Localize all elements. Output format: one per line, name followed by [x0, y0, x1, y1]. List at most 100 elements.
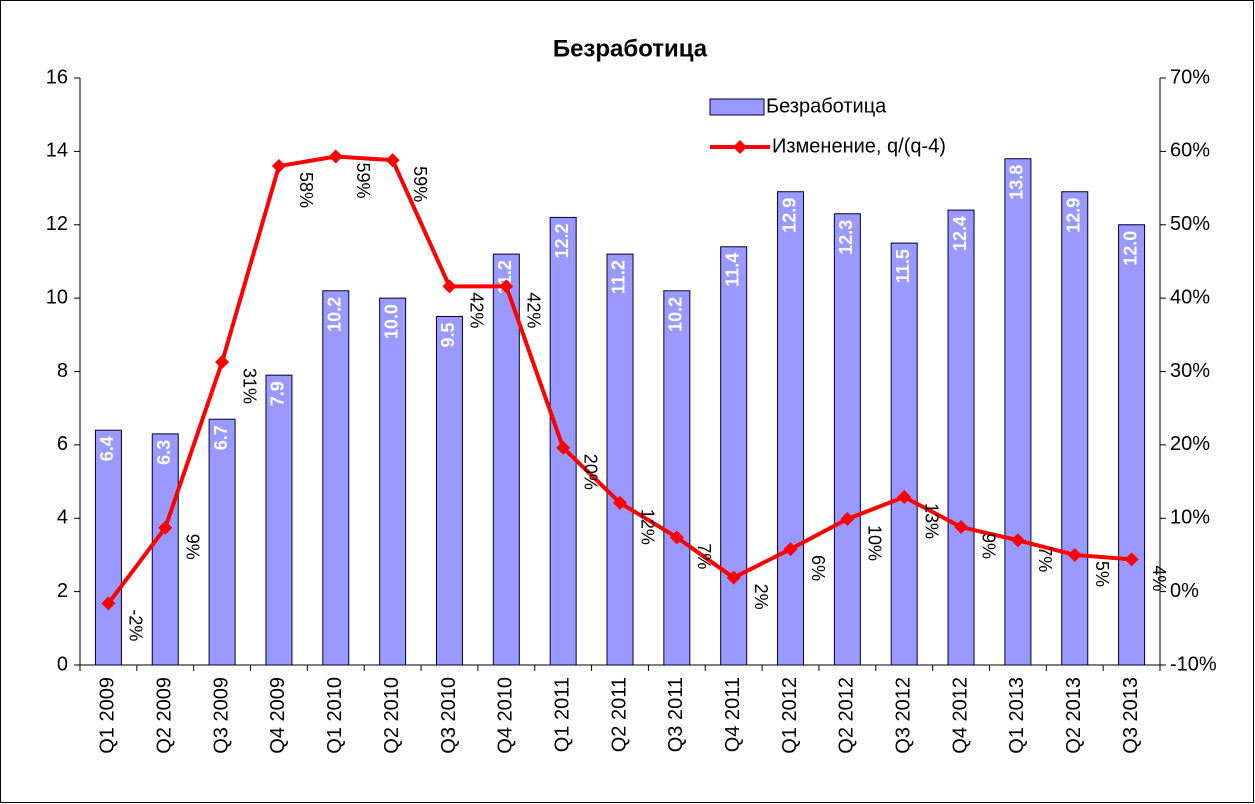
bar-value-label: 13.8 — [1007, 165, 1027, 200]
bar-value-label: 9.5 — [438, 322, 458, 347]
line-marker — [499, 279, 514, 294]
bar — [720, 246, 748, 666]
bar — [94, 429, 122, 666]
line-marker — [1124, 552, 1139, 567]
line-marker — [1067, 547, 1082, 562]
line-value-label: 6% — [808, 555, 828, 581]
bar-value-label: 12.3 — [836, 220, 856, 255]
bar — [1004, 158, 1032, 666]
legend-marker — [733, 140, 747, 154]
y2-tick-label: 20% — [1170, 433, 1210, 455]
line-marker — [556, 440, 571, 455]
line-marker — [271, 159, 286, 174]
x-tick-label: Q2 2010 — [381, 677, 403, 754]
line-value-label: 7% — [1035, 546, 1055, 572]
y2-tick-label: -10% — [1170, 653, 1217, 675]
x-tick-label: Q4 2012 — [949, 677, 971, 754]
bar-value-label: 6.3 — [154, 440, 174, 465]
line-value-label: -2% — [126, 609, 146, 641]
x-tick-label: Q2 2009 — [154, 677, 176, 754]
bar — [890, 242, 918, 666]
y2-tick-label: 50% — [1170, 213, 1210, 235]
line-marker — [783, 542, 798, 557]
bar-value-label: 11.5 — [893, 249, 913, 283]
y2-tick-label: 0% — [1170, 580, 1199, 602]
bar — [1061, 191, 1089, 666]
y2-tick-label: 30% — [1170, 360, 1210, 382]
y-tick-label: 2 — [57, 580, 68, 602]
y2-tick-label: 60% — [1170, 140, 1210, 162]
bar — [947, 209, 975, 666]
bar — [492, 253, 520, 666]
y-tick-label: 16 — [46, 66, 68, 88]
line-marker — [840, 511, 855, 526]
line-marker — [215, 354, 230, 369]
bar-value-label: 7.9 — [268, 381, 288, 406]
x-tick-label: Q4 2010 — [495, 677, 517, 754]
bar — [606, 253, 634, 666]
x-tick-label: Q3 2012 — [892, 677, 914, 754]
bar-value-label: 11.4 — [722, 253, 742, 287]
bar-value-label: 12.9 — [1063, 198, 1083, 233]
line-value-label: 10% — [865, 525, 885, 561]
legend-label: Безработица — [766, 95, 887, 117]
y-tick-label: 0 — [57, 653, 68, 675]
line-marker — [669, 530, 684, 545]
x-tick-label: Q2 2011 — [608, 677, 630, 752]
line-marker — [613, 495, 627, 510]
line-value-label: 4% — [1149, 565, 1169, 591]
legend-label: Изменение, q/(q-4) — [772, 135, 946, 157]
line-value-label: 58% — [296, 172, 316, 208]
y-tick-label: 8 — [57, 360, 68, 382]
x-tick-label: Q2 2013 — [1063, 677, 1085, 754]
x-tick-label: Q3 2013 — [1120, 677, 1142, 754]
bar — [1118, 224, 1146, 666]
bar-value-label: 10.2 — [325, 297, 345, 332]
line-value-label: 20% — [580, 454, 600, 490]
line-value-label: 42% — [524, 292, 544, 328]
line-marker — [158, 520, 173, 535]
line-marker — [1010, 533, 1025, 548]
line-marker — [897, 489, 912, 504]
bar-value-label: 6.4 — [97, 436, 117, 461]
y2-tick-label: 10% — [1170, 507, 1210, 529]
line-marker — [328, 149, 343, 164]
line-value-label: 31% — [239, 368, 259, 404]
line-value-label: 2% — [751, 584, 771, 610]
x-tick-label: Q2 2012 — [836, 677, 858, 754]
x-tick-label: Q1 2009 — [97, 677, 119, 754]
line-value-label: 9% — [978, 533, 998, 559]
x-tick-label: Q3 2011 — [665, 677, 687, 752]
y2-tick-label: 70% — [1170, 66, 1210, 88]
bar — [435, 315, 463, 666]
line-value-label: 59% — [353, 163, 373, 199]
line-marker — [726, 570, 741, 585]
bar — [208, 418, 236, 666]
y2-tick-label: 40% — [1170, 286, 1210, 308]
bar-value-label: 11.2 — [609, 260, 629, 294]
x-tick-label: Q4 2011 — [722, 677, 744, 752]
bar-value-label: 12.9 — [779, 198, 799, 233]
x-tick-label: Q1 2013 — [1006, 677, 1028, 754]
line-marker — [101, 596, 116, 611]
bar — [265, 374, 293, 666]
chart-title: Безработица — [553, 35, 708, 62]
bar — [777, 191, 805, 666]
bar — [379, 297, 407, 666]
y-tick-label: 6 — [57, 433, 68, 455]
bar-value-label: 12.4 — [950, 216, 970, 251]
bar — [833, 213, 861, 666]
line-value-label: 12% — [637, 509, 657, 545]
x-tick-label: Q3 2009 — [210, 677, 232, 754]
line-marker — [442, 279, 457, 294]
y-tick-label: 4 — [57, 507, 68, 529]
line-value-label: 59% — [410, 166, 430, 202]
bar-value-label: 10.2 — [666, 297, 686, 332]
x-tick-label: Q3 2010 — [438, 677, 460, 754]
line-value-label: 13% — [921, 503, 941, 539]
line-value-label: 42% — [467, 292, 487, 328]
y-tick-label: 10 — [46, 286, 68, 308]
line-marker — [385, 153, 400, 168]
x-tick-label: Q4 2009 — [267, 677, 289, 754]
